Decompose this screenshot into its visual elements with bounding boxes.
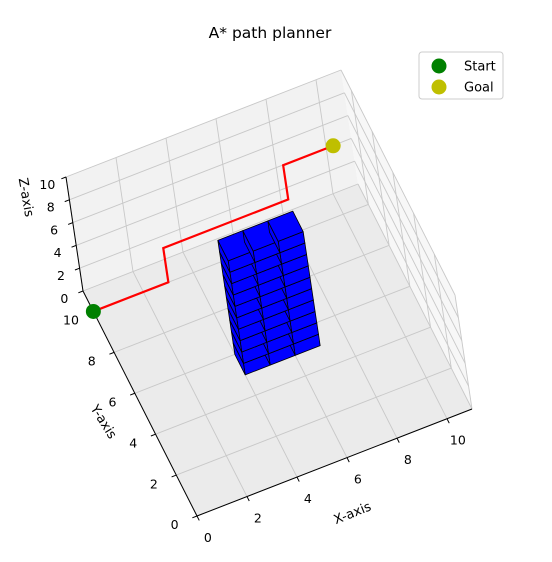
start-marker (85, 303, 101, 319)
legend: Start Goal (418, 51, 504, 100)
z-tick-mark (67, 222, 73, 225)
legend-goal-marker (431, 79, 447, 95)
y-tick-mark (171, 474, 177, 478)
y-tick-label: 4 (129, 435, 137, 450)
grid-line-x-back (265, 99, 284, 214)
z-tick-mark (61, 176, 67, 180)
grid-line-x-back (215, 118, 234, 233)
grid-line-z-side (350, 138, 466, 364)
z-tick-label: 10 (39, 177, 55, 192)
axis-lines (65, 176, 473, 517)
grid-line-y-floor (176, 367, 452, 476)
grid-line-z-side (347, 115, 463, 341)
y-tick-label: 6 (108, 394, 116, 409)
goal-marker (325, 138, 341, 154)
x-axis-line (196, 408, 473, 517)
z-tick-mark (74, 267, 80, 271)
y-tick-label: 0 (171, 517, 179, 532)
y-tick-mark (129, 392, 135, 396)
grid-line-y-side (433, 254, 452, 369)
z-axis-label: Z-axis (15, 177, 37, 219)
y-tick-label: 10 (63, 313, 79, 328)
x-tick-label: 8 (404, 452, 412, 467)
z-axis-line (65, 176, 84, 292)
x-tick-mark (396, 437, 400, 443)
z-tick-label: 0 (60, 291, 68, 306)
y-tick-label: 8 (88, 354, 96, 369)
x-tick-label: 6 (354, 472, 362, 487)
voxel-top-face (267, 210, 304, 242)
path-line (92, 144, 334, 313)
side-pane (341, 70, 472, 409)
z-tick-label: 8 (47, 200, 55, 215)
grid-line-x-floor (132, 271, 248, 497)
grid-line-z-back (72, 115, 348, 224)
grid-line-y-side (350, 90, 369, 205)
x-tick-label: 2 (254, 510, 262, 525)
grid-line-z-back (79, 160, 355, 269)
z-tick-mark (64, 199, 70, 203)
x-tick-mark (296, 476, 300, 482)
x-tick-label: 0 (204, 530, 212, 545)
z-tick-mark (71, 244, 77, 248)
y-tick-mark (192, 515, 198, 519)
axis-ticks: 0 2 4 6 8 10 0 2 4 6 8 10 0 2 4 6 8 10 (39, 176, 466, 545)
x-tick-mark (346, 457, 350, 463)
grid-line-z-back (69, 92, 345, 201)
y-axis-line (82, 290, 198, 517)
grid-line-x-floor (332, 193, 448, 419)
y-tick-mark (109, 351, 115, 355)
z-tick-label: 6 (50, 222, 58, 237)
chart-title: A* path planner (209, 24, 332, 42)
grid-line-x-back (165, 138, 184, 253)
y-tick-mark (150, 433, 156, 437)
legend-start-marker (431, 58, 447, 74)
z-tick-label: 2 (57, 268, 65, 283)
path-layer (92, 144, 334, 313)
x-axis-label: X-axis (332, 499, 374, 528)
grid-line-z-side (354, 160, 470, 387)
grid-line-y-side (454, 294, 473, 410)
y-tick-label: 2 (150, 476, 158, 491)
legend-start-label: Start (464, 60, 496, 75)
grid-line-x-back (315, 79, 334, 194)
x-tick-label: 4 (304, 491, 312, 506)
legend-goal-label: Goal (464, 81, 494, 96)
grid-line-z-side (343, 92, 459, 319)
z-tick-mark (78, 290, 84, 294)
grid-line-z-side (357, 183, 473, 410)
grid-line-x-back (115, 157, 134, 272)
x-tick-mark (196, 515, 200, 521)
obstacle-block (217, 210, 321, 376)
back-pane (66, 70, 358, 291)
grid-line-y-side (392, 172, 411, 287)
grid-line-z-back (82, 183, 359, 292)
x-tick-label: 10 (450, 433, 466, 448)
obstacle-voxel (267, 210, 306, 254)
grid-line-z-back (65, 69, 342, 178)
grid-line-z-side (340, 69, 456, 296)
x-tick-mark (246, 496, 250, 502)
z-tick-label: 4 (54, 245, 62, 260)
x-tick-mark (446, 418, 450, 424)
grid-line-y-side (371, 131, 390, 246)
grid-line-y-floor (155, 326, 431, 435)
grid-line-y-side (413, 213, 431, 328)
marker-layer (85, 138, 341, 319)
